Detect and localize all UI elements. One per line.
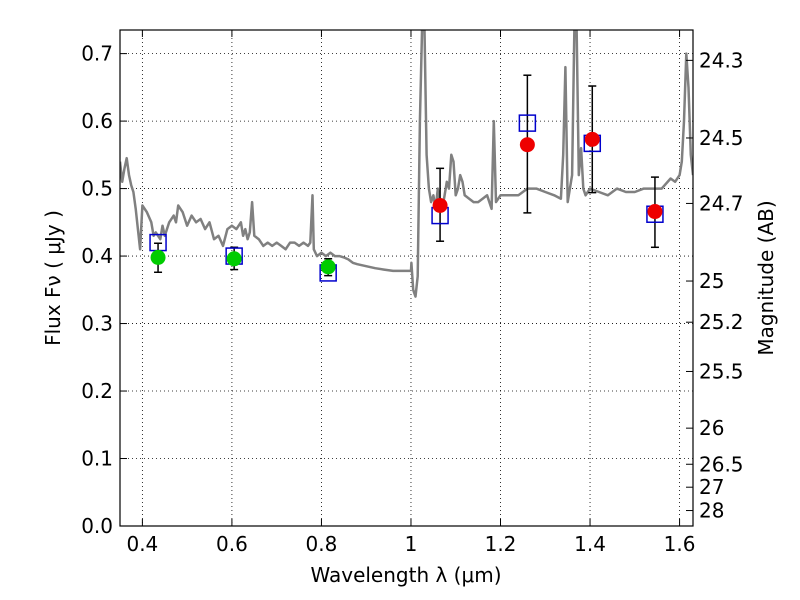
right-tick-label: 24.7 xyxy=(699,191,744,215)
x-tick-label: 0.8 xyxy=(306,532,338,556)
right-tick-label: 25.2 xyxy=(699,310,744,334)
y-axis-title: Flux Fν ( μJy ) xyxy=(41,210,65,346)
x-tick-label: 0.4 xyxy=(126,532,158,556)
plot-frame xyxy=(119,29,694,527)
right-tick-label: 25.5 xyxy=(699,359,744,383)
observed-circle-point xyxy=(150,249,166,265)
y-tick-label: 0.1 xyxy=(81,447,113,471)
observed-circle-point xyxy=(647,204,663,220)
observed-circle-point xyxy=(584,131,600,147)
right-tick-label: 24.5 xyxy=(699,126,744,150)
right-tick-label: 26 xyxy=(699,416,724,440)
right-axis-title: Magnitude (AB) xyxy=(754,200,778,355)
plot-area xyxy=(120,30,693,298)
right-tick-label: 28 xyxy=(699,499,724,523)
observed-circle-point xyxy=(226,251,242,267)
x-tick-label: 1.4 xyxy=(574,532,606,556)
y-tick-label: 0.2 xyxy=(81,379,113,403)
x-tick-label: 1.6 xyxy=(664,532,696,556)
observed-circle-point xyxy=(519,137,535,153)
y-tick-label: 0.5 xyxy=(81,177,113,201)
right-tick-label: 26.5 xyxy=(699,452,744,476)
model-square-point xyxy=(518,114,537,132)
x-axis-title: Wavelength λ (μm) xyxy=(310,563,501,587)
y-tick-label: 0.7 xyxy=(81,42,113,66)
x-tick-label: 1 xyxy=(405,532,418,556)
data-markers xyxy=(149,114,664,282)
y-tick-label: 0.4 xyxy=(81,244,113,268)
axis-ticks: 0.4 0.6 0.8 1 1.2 1.4 1.6 0.0 0.1 0.2 0.3 0.4 0.5 0.6… xyxy=(81,30,744,556)
x-tick-label: 0.6 xyxy=(216,532,248,556)
y-tick-label: 0.3 xyxy=(81,312,113,336)
observed-circle-point xyxy=(320,259,336,275)
grid-lines xyxy=(120,30,693,527)
x-tick-label: 1.2 xyxy=(485,532,517,556)
y-tick-label: 0.6 xyxy=(81,109,113,133)
right-tick-label: 25 xyxy=(699,269,724,293)
right-tick-label: 27 xyxy=(699,475,724,499)
observed-circle-point xyxy=(432,197,448,213)
spectrum-line xyxy=(120,30,693,298)
y-tick-label: 0.0 xyxy=(81,514,113,538)
right-tick-label: 24.3 xyxy=(699,48,744,72)
